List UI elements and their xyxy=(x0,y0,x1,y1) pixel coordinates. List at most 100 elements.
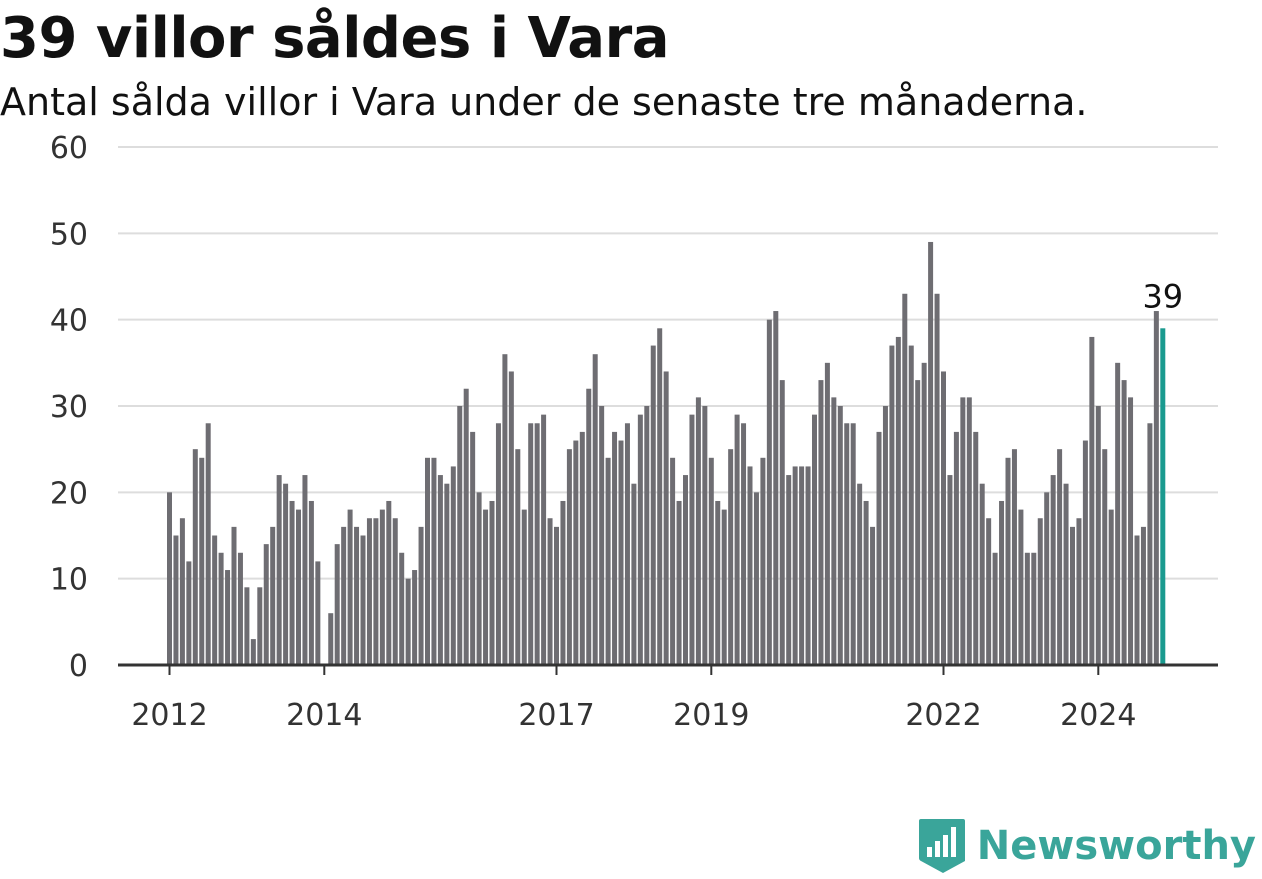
bar xyxy=(1050,475,1056,665)
bar xyxy=(167,492,172,665)
bar xyxy=(566,449,572,665)
bar xyxy=(1044,492,1050,665)
bar xyxy=(721,509,727,665)
bar xyxy=(908,345,914,665)
bar xyxy=(244,587,250,665)
bar xyxy=(1115,362,1121,665)
bar xyxy=(315,561,321,665)
bar xyxy=(554,526,559,665)
bar xyxy=(237,552,243,665)
bar xyxy=(579,431,585,665)
bar xyxy=(199,457,205,665)
bar xyxy=(1018,509,1024,665)
bar xyxy=(663,371,669,665)
bar xyxy=(844,423,850,665)
bar xyxy=(373,518,379,665)
bar xyxy=(986,518,992,665)
bar xyxy=(708,457,714,665)
bar xyxy=(270,526,276,665)
bar xyxy=(766,319,772,665)
bar xyxy=(425,457,430,665)
bar xyxy=(934,293,940,665)
bar xyxy=(212,535,218,665)
bar xyxy=(637,414,643,665)
x-tick-label: 2019 xyxy=(673,698,749,733)
bar xyxy=(812,414,817,665)
bar xyxy=(715,500,721,665)
bar xyxy=(418,526,424,665)
bar xyxy=(573,440,579,665)
bar xyxy=(882,406,888,665)
bar xyxy=(296,509,301,665)
newsworthy-brand: Newsworthy xyxy=(917,817,1256,875)
bar xyxy=(444,483,450,665)
bar xyxy=(966,397,972,665)
bar xyxy=(631,483,637,665)
bar xyxy=(773,311,779,665)
chart-title: 39 villor såldes i Vara xyxy=(0,6,669,71)
bar xyxy=(225,570,231,665)
bar xyxy=(683,475,688,665)
bar xyxy=(895,336,901,665)
bar xyxy=(186,561,192,665)
bar xyxy=(702,406,708,665)
y-tick-label: 60 xyxy=(50,131,88,166)
bar xyxy=(779,380,785,665)
bar xyxy=(354,526,360,665)
chart-subtitle: Antal sålda villor i Vara under de senas… xyxy=(0,80,1088,124)
bar xyxy=(818,380,824,665)
bar xyxy=(889,345,895,665)
bar xyxy=(618,440,624,665)
bar xyxy=(805,466,811,665)
highlight-value-label: 39 xyxy=(1142,277,1183,315)
bar xyxy=(850,423,856,665)
bar xyxy=(1070,526,1075,665)
bar xyxy=(960,397,966,665)
bar xyxy=(302,475,308,665)
y-tick-label: 20 xyxy=(50,476,88,511)
bar xyxy=(902,293,908,665)
bar xyxy=(1134,535,1140,665)
bar xyxy=(941,371,946,665)
bar xyxy=(824,362,830,665)
bar xyxy=(586,388,592,665)
bar xyxy=(1095,406,1101,665)
bar xyxy=(528,423,534,665)
bar xyxy=(1128,397,1134,665)
bar xyxy=(792,466,798,665)
bar xyxy=(347,509,353,665)
bar xyxy=(831,397,837,665)
bar xyxy=(547,518,553,665)
bar xyxy=(502,354,508,665)
bar xyxy=(928,241,934,665)
x-tick-label: 2014 xyxy=(286,698,362,733)
bar xyxy=(386,500,392,665)
bar xyxy=(992,552,998,665)
bar xyxy=(605,457,611,665)
bar xyxy=(412,570,418,665)
bar xyxy=(257,587,263,665)
bar xyxy=(289,500,295,665)
bar xyxy=(250,639,256,665)
bar xyxy=(857,483,863,665)
bar xyxy=(173,535,179,665)
bar xyxy=(1140,526,1146,665)
bar xyxy=(1076,518,1082,665)
bar xyxy=(999,500,1005,665)
x-tick-label: 2017 xyxy=(518,698,594,733)
bar xyxy=(760,457,766,665)
bar xyxy=(405,578,411,665)
bar-chart: 0 10 20 30 40 50 60 39 2012 2014 2017 2019 2022 2024 xyxy=(50,131,1218,733)
bar xyxy=(947,475,953,665)
bar xyxy=(489,500,495,665)
bar xyxy=(799,466,805,665)
bar xyxy=(1089,336,1095,665)
newsworthy-logo-icon xyxy=(918,819,965,873)
x-tick-label: 2012 xyxy=(131,698,207,733)
bar xyxy=(650,345,656,665)
bar xyxy=(392,518,398,665)
bar xyxy=(218,552,224,665)
bar xyxy=(870,526,876,665)
highlight-bar xyxy=(1160,328,1166,665)
bar xyxy=(450,466,456,665)
